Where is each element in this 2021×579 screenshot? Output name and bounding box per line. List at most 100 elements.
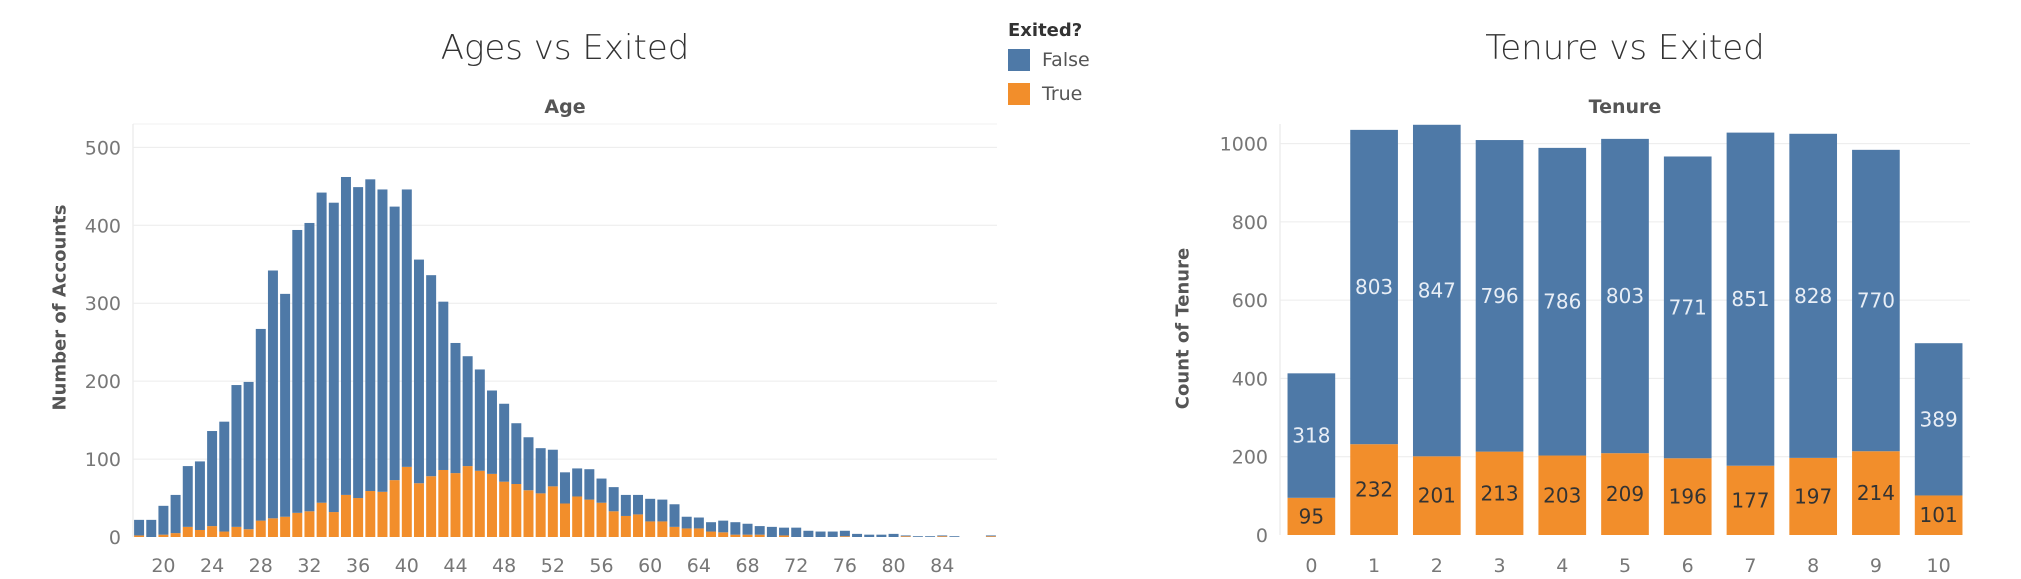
age-bar-false[interactable] [365, 179, 376, 492]
age-bar-false[interactable] [657, 499, 668, 522]
age-bar-false[interactable] [438, 301, 449, 470]
age-bar-true[interactable] [596, 502, 607, 537]
age-bar-false[interactable] [413, 259, 424, 484]
age-bar-false[interactable] [194, 461, 205, 530]
age-bar-false[interactable] [353, 187, 364, 499]
age-bar-false[interactable] [292, 229, 303, 513]
age-bar-true[interactable] [243, 529, 254, 537]
tenure-bar-true[interactable] [1852, 451, 1900, 535]
age-bar-false[interactable] [474, 369, 485, 471]
age-bar-true[interactable] [353, 498, 364, 537]
age-bar-false[interactable] [620, 494, 631, 516]
tenure-bar-true[interactable] [1412, 456, 1461, 535]
age-bar-true[interactable] [389, 480, 400, 537]
age-bar-true[interactable] [633, 514, 644, 537]
age-bar-false[interactable] [937, 535, 948, 537]
age-bar-false[interactable] [523, 437, 534, 491]
age-bar-false[interactable] [280, 293, 291, 517]
age-bar-false[interactable] [876, 534, 887, 537]
age-bar-false[interactable] [730, 522, 741, 535]
age-bar-false[interactable] [693, 517, 704, 529]
age-bar-false[interactable] [462, 356, 473, 467]
age-bar-true[interactable] [657, 521, 668, 537]
age-bar-false[interactable] [401, 189, 412, 467]
age-bar-false[interactable] [316, 192, 327, 503]
age-bar-false[interactable] [912, 536, 923, 537]
age-bar-true[interactable] [340, 494, 351, 537]
age-bar-true[interactable] [207, 526, 218, 537]
tenure-bar-true[interactable] [1350, 444, 1398, 535]
age-bar-false[interactable] [596, 478, 607, 503]
age-bar-true[interactable] [839, 536, 850, 537]
tenure-bar-true[interactable] [1663, 458, 1712, 535]
age-bar-true[interactable] [280, 516, 291, 537]
tenure-bar-true[interactable] [1726, 465, 1775, 535]
tenure-bar-false[interactable] [1663, 156, 1712, 459]
age-bar-false[interactable] [827, 531, 838, 537]
age-bar-true[interactable] [316, 502, 327, 537]
age-bar-true[interactable] [560, 503, 570, 537]
age-bar-false[interactable] [900, 535, 911, 537]
age-bar-false[interactable] [718, 520, 729, 533]
age-bar-true[interactable] [742, 534, 753, 537]
age-bar-false[interactable] [645, 498, 656, 522]
age-bar-false[interactable] [864, 534, 875, 537]
age-bar-true[interactable] [681, 528, 692, 537]
age-bar-false[interactable] [803, 530, 814, 537]
age-bar-true[interactable] [730, 534, 741, 537]
age-bar-false[interactable] [742, 523, 753, 535]
age-bar-false[interactable] [207, 431, 218, 527]
age-bar-false[interactable] [572, 468, 583, 497]
age-bar-false[interactable] [499, 403, 510, 482]
age-bar-true[interactable] [584, 499, 595, 537]
age-bar-false[interactable] [681, 516, 692, 529]
age-bar-true[interactable] [572, 496, 583, 537]
tenure-bar-false[interactable] [1726, 132, 1775, 466]
age-bar-true[interactable] [985, 536, 996, 537]
age-bar-true[interactable] [706, 531, 717, 537]
age-bar-true[interactable] [377, 491, 388, 537]
age-bar-true[interactable] [304, 511, 315, 537]
age-bar-false[interactable] [182, 466, 193, 527]
age-bar-true[interactable] [900, 536, 911, 537]
age-bar-false[interactable] [486, 390, 497, 474]
age-bar-false[interactable] [925, 536, 936, 537]
tenure-bar-false[interactable] [1350, 129, 1398, 445]
age-bar-true[interactable] [134, 535, 145, 537]
age-bar-false[interactable] [754, 526, 765, 535]
age-bar-false[interactable] [146, 519, 157, 537]
age-bar-false[interactable] [815, 531, 826, 537]
age-bar-false[interactable] [669, 504, 680, 527]
age-bar-true[interactable] [219, 531, 230, 537]
age-bar-false[interactable] [243, 381, 254, 530]
age-bar-false[interactable] [426, 275, 437, 477]
age-bar-false[interactable] [219, 421, 230, 532]
age-bar-false[interactable] [389, 206, 400, 481]
age-bar-false[interactable] [134, 519, 145, 536]
tenure-bar-true[interactable] [1601, 453, 1649, 535]
age-bar-false[interactable] [328, 202, 339, 513]
age-bar-true[interactable] [693, 528, 704, 537]
age-bar-true[interactable] [450, 473, 461, 537]
age-bar-true[interactable] [620, 515, 631, 537]
age-bar-true[interactable] [267, 518, 278, 537]
age-bar-true[interactable] [645, 521, 656, 537]
age-bar-true[interactable] [401, 466, 412, 537]
age-bar-true[interactable] [462, 466, 473, 537]
age-bar-true[interactable] [486, 473, 497, 537]
age-bar-false[interactable] [949, 536, 960, 537]
age-bar-true[interactable] [170, 533, 181, 537]
age-bar-false[interactable] [304, 222, 315, 512]
tenure-bar-false[interactable] [1538, 147, 1587, 456]
age-bar-false[interactable] [839, 530, 850, 537]
age-bar-true[interactable] [547, 486, 558, 537]
age-bar-true[interactable] [194, 529, 205, 537]
age-bar-false[interactable] [888, 533, 899, 537]
age-bar-false[interactable] [511, 423, 522, 485]
age-bar-true[interactable] [426, 476, 437, 537]
age-bar-false[interactable] [255, 328, 266, 521]
tenure-bar-true[interactable] [1287, 497, 1336, 535]
age-bar-true[interactable] [535, 493, 546, 537]
age-bar-true[interactable] [779, 535, 790, 537]
age-bar-true[interactable] [937, 536, 948, 537]
